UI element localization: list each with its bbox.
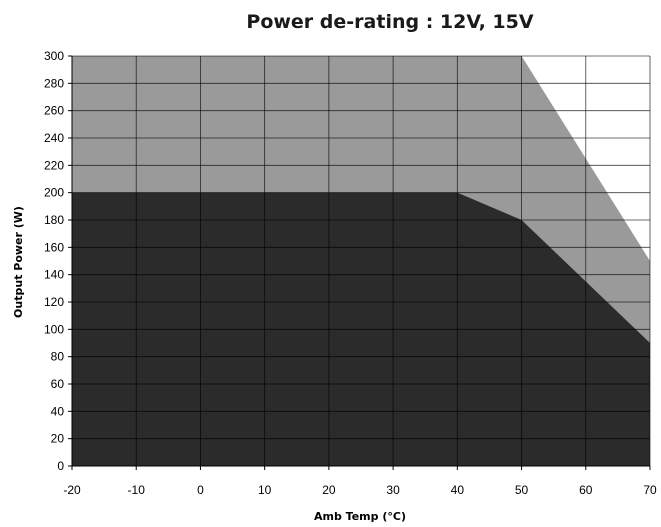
x-tick-label: 20 xyxy=(322,483,336,497)
y-tick-label: 260 xyxy=(44,104,64,118)
y-tick-label: 140 xyxy=(44,268,64,282)
x-tick-label: -20 xyxy=(63,483,81,497)
x-tick-label: 0 xyxy=(197,483,204,497)
y-tick-label: 280 xyxy=(44,76,64,90)
y-axis-label: Output Power (W) xyxy=(12,206,25,318)
y-tick-label: 20 xyxy=(51,432,65,446)
y-tick-label: 240 xyxy=(44,131,64,145)
plot-area: -20 -10 0 10 20 30 40 50 60 70 0 20 40 60 80 100 120 140 1… xyxy=(44,49,657,497)
chart-title: Power de-rating : 12V, 15V xyxy=(246,11,533,33)
y-tick-label: 220 xyxy=(44,158,64,172)
x-tick-label: 40 xyxy=(451,483,465,497)
x-tick-label: 50 xyxy=(515,483,529,497)
y-tick-label: 100 xyxy=(44,322,64,336)
x-tick-label: 70 xyxy=(643,483,657,497)
y-tick-label: 0 xyxy=(57,459,64,473)
x-tick-label: 10 xyxy=(258,483,272,497)
y-tick-label: 160 xyxy=(44,240,64,254)
y-tick-label: 180 xyxy=(44,213,64,227)
y-tick-label: 300 xyxy=(44,49,64,63)
y-tick-label: 60 xyxy=(51,377,65,391)
y-tick-label: 40 xyxy=(51,404,65,418)
x-axis-label: Amb Temp (°C) xyxy=(314,510,406,523)
x-tick-label: 30 xyxy=(386,483,400,497)
y-tick-label: 120 xyxy=(44,295,64,309)
x-tick-label: -10 xyxy=(128,483,146,497)
x-tick-label: 60 xyxy=(579,483,593,497)
y-tick-label: 80 xyxy=(51,350,65,364)
y-tick-label: 200 xyxy=(44,186,64,200)
